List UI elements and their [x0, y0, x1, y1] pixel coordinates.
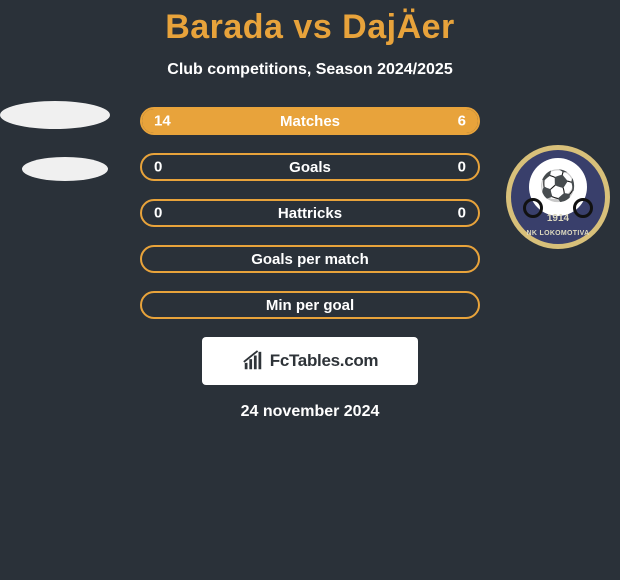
stat-bar: 0 0 Hattricks [140, 199, 480, 227]
bar-value-right: 0 [458, 205, 466, 222]
bar-value-left: 0 [154, 205, 162, 222]
stat-bar: Min per goal [140, 291, 480, 319]
player-right-avatar: ⚽ 1914 NK LOKOMOTIVA [506, 101, 610, 249]
stat-bars: 14 6 Matches 0 0 Goals 0 0 Hattricks Goals per ma… [140, 107, 480, 319]
bar-value-left: 14 [154, 113, 171, 130]
bar-label: Matches [280, 113, 340, 130]
brand-text: FcTables.com [270, 351, 379, 371]
footer-date: 24 november 2024 [0, 403, 620, 421]
stat-bar: 14 6 Matches [140, 107, 480, 135]
page-subtitle: Club competitions, Season 2024/2025 [0, 61, 620, 79]
comparison-panel: ⚽ 1914 NK LOKOMOTIVA 146Matches00Goals00… [0, 107, 620, 421]
avatar-placeholder-oval [0, 101, 110, 129]
page-title: Barada vs DajÄer [0, 0, 620, 47]
brand-box: FcTables.com [202, 337, 418, 385]
stat-bar: 0 0 Goals [140, 153, 480, 181]
bar-value-right: 0 [458, 159, 466, 176]
club-badge-icon: ⚽ 1914 NK LOKOMOTIVA [506, 145, 610, 249]
avatar-placeholder-oval-small [22, 157, 108, 181]
bar-value-right: 6 [458, 113, 466, 130]
bar-value-left: 0 [154, 159, 162, 176]
stat-bar: Goals per match [140, 245, 480, 273]
bar-label: Goals [289, 159, 331, 176]
badge-club-name: NK LOKOMOTIVA [527, 230, 590, 237]
football-icon: ⚽ [539, 172, 576, 202]
bar-label: Min per goal [266, 297, 354, 314]
badge-handle-right [573, 198, 593, 218]
bar-label: Goals per match [251, 251, 369, 268]
brand-chart-icon [242, 350, 264, 372]
player-left-avatar [0, 101, 110, 181]
bar-label: Hattricks [278, 205, 342, 222]
badge-handle-left [523, 198, 543, 218]
badge-year: 1914 [547, 213, 569, 224]
